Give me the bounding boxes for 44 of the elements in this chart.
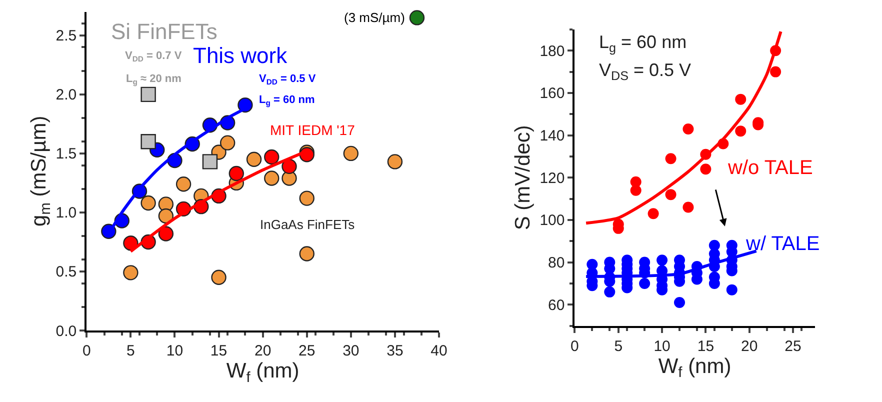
- x-axis-title: W$_{f}$ (nm): [658, 354, 732, 382]
- y-tick-label: 160: [540, 85, 565, 102]
- y-tick-label: 80: [548, 254, 565, 272]
- x-tick-label: 25: [784, 338, 802, 355]
- x-tick-label: 25: [298, 342, 316, 360]
- text: Si FinFETs: [111, 19, 218, 44]
- x-tick-label: 15: [210, 342, 228, 360]
- y-tick-label: 1.5: [56, 146, 77, 163]
- x-tick-label: 15: [697, 338, 714, 355]
- annotation: V$_{DS}$ = 0.5 V: [599, 60, 692, 83]
- x-tick-label: 20: [254, 342, 272, 360]
- annotation: L$_{g}$ ≈ 20 nm: [126, 73, 182, 86]
- annotation: V$_{DD}$ = 0.5 V: [259, 73, 316, 86]
- x-tick-label: 35: [386, 342, 404, 360]
- annotation: V$_{DD}$ = 0.7 V: [125, 50, 182, 64]
- y-tick-label: 0.5: [56, 264, 77, 281]
- annotation: L$_{g}$ = 60 nm: [599, 32, 687, 55]
- x-tick-label: 0: [82, 342, 91, 360]
- series-label: w/ TALE: [745, 233, 820, 255]
- series-label: w/o TALE: [727, 157, 813, 179]
- y-tick-label: 140: [540, 128, 565, 145]
- x-tick-label: 10: [654, 338, 670, 355]
- x-tick-label: 40: [430, 342, 448, 360]
- x-tick-label: 0: [570, 338, 579, 355]
- y-tick-label: 60: [548, 296, 565, 314]
- x-tick-label: 5: [614, 338, 623, 355]
- y-tick-label: 0.0: [56, 322, 77, 340]
- x-tick-label: 30: [342, 342, 360, 360]
- annotation: L$_{g}$ = 60 nm: [259, 94, 315, 108]
- series-label: InGaAs FinFETs: [260, 217, 356, 232]
- x-tick-label: 20: [741, 338, 758, 355]
- y-tick-label: 2.0: [56, 86, 77, 104]
- series-label: This work: [193, 43, 288, 68]
- y-tick-label: 100: [540, 212, 565, 230]
- y-axis-title: S (mV/dec): [511, 125, 534, 230]
- y-tick-label: 120: [540, 170, 565, 187]
- x-tick-label: 10: [166, 342, 184, 360]
- x-axis-title: W$_{f}$ (nm): [226, 360, 300, 386]
- y-tick-label: 1.0: [56, 204, 77, 222]
- x-tick-label: 5: [126, 342, 135, 360]
- y-tick-label: 2.5: [56, 28, 77, 45]
- annotation: (3 mS/µm): [344, 10, 405, 25]
- series-label: MIT IEDM '17: [270, 122, 356, 138]
- y-tick-label: 180: [540, 42, 565, 60]
